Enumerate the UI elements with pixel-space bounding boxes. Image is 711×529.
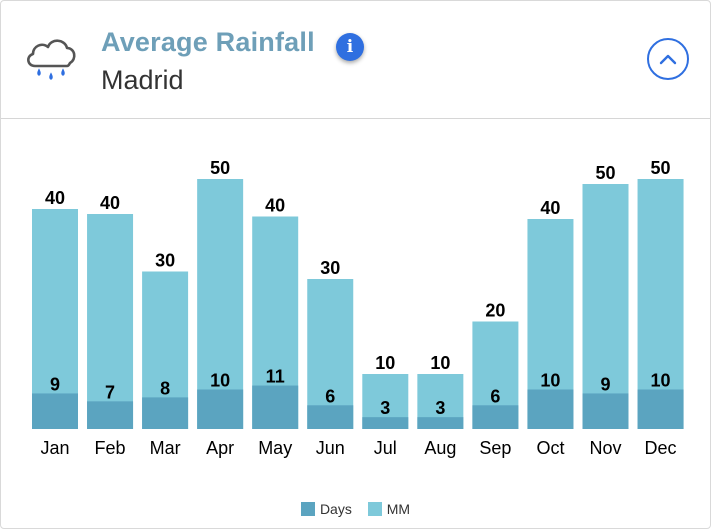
chart-subtitle: Madrid xyxy=(101,65,184,95)
data-label-mm-may: 40 xyxy=(265,196,285,216)
data-label-days-jun: 6 xyxy=(325,386,335,406)
data-label-days-nov: 9 xyxy=(600,374,610,394)
data-label-days-feb: 7 xyxy=(105,382,115,402)
bar-days-jun xyxy=(307,405,354,429)
card-header: Average Rainfall Madrid i xyxy=(1,1,710,119)
bar-mm-dec xyxy=(637,179,684,429)
bar-mm-apr xyxy=(197,179,244,429)
bar-mm-nov xyxy=(582,184,629,429)
x-tick-label-jan: Jan xyxy=(40,438,69,458)
chart-legend: Days MM xyxy=(1,501,710,517)
rain-cloud-icon xyxy=(27,39,76,80)
data-label-mm-apr: 50 xyxy=(210,158,230,178)
data-label-days-apr: 10 xyxy=(210,371,230,391)
data-label-days-dec: 10 xyxy=(651,371,671,391)
x-tick-label-aug: Aug xyxy=(424,438,456,458)
legend-swatch-days xyxy=(300,502,315,516)
x-tick-label-may: May xyxy=(258,438,292,458)
bar-mm-feb xyxy=(87,214,134,429)
data-label-mm-mar: 30 xyxy=(155,251,175,271)
data-label-mm-jan: 40 xyxy=(45,188,65,208)
bar-days-jul xyxy=(362,417,409,429)
x-tick-label-apr: Apr xyxy=(206,438,234,458)
data-label-days-mar: 8 xyxy=(160,378,170,398)
data-label-mm-sep: 20 xyxy=(485,301,505,321)
data-label-mm-jun: 30 xyxy=(320,258,340,278)
data-label-days-oct: 10 xyxy=(540,371,560,391)
bar-days-feb xyxy=(87,401,134,429)
bar-mm-jan xyxy=(32,209,78,429)
legend-label-days: Days xyxy=(319,501,352,517)
x-tick-label-mar: Mar xyxy=(150,438,181,458)
chevron-up-icon xyxy=(659,54,677,65)
data-label-days-jan: 9 xyxy=(50,374,60,394)
bar-days-may xyxy=(252,385,299,429)
x-tick-label-jun: Jun xyxy=(316,438,345,458)
x-tick-label-jul: Jul xyxy=(374,438,397,458)
legend-item-days[interactable]: Days xyxy=(300,501,352,517)
data-label-mm-jul: 10 xyxy=(375,353,395,373)
data-label-mm-nov: 50 xyxy=(595,163,615,183)
x-tick-label-nov: Nov xyxy=(589,438,621,458)
bar-days-jan xyxy=(32,393,78,429)
data-label-mm-oct: 40 xyxy=(540,198,560,218)
info-icon: i xyxy=(346,37,354,57)
bar-days-mar xyxy=(142,397,189,429)
data-label-days-sep: 6 xyxy=(490,386,500,406)
bar-days-dec xyxy=(637,389,684,429)
x-tick-label-feb: Feb xyxy=(95,438,126,458)
rainfall-bar-chart: 40 9 Jan 40 7 Feb 30 8 Mar 50 10 Apr 40 11 May 30 6 Jun 10… xyxy=(32,158,684,458)
bar-days-nov xyxy=(582,393,629,429)
info-button[interactable]: i xyxy=(336,33,364,61)
bar-days-aug xyxy=(417,417,464,429)
bar-days-apr xyxy=(197,389,244,429)
data-label-mm-aug: 10 xyxy=(430,353,450,373)
data-label-days-aug: 3 xyxy=(435,398,445,418)
chart-title: Average Rainfall xyxy=(101,27,315,57)
bar-days-sep xyxy=(472,405,519,429)
bar-days-oct xyxy=(527,389,574,429)
data-label-days-may: 11 xyxy=(266,367,285,387)
legend-swatch-mm xyxy=(367,502,382,516)
collapse-button[interactable] xyxy=(647,38,689,80)
bar-mm-jun xyxy=(307,279,354,429)
legend-label-mm: MM xyxy=(386,501,411,517)
data-label-mm-feb: 40 xyxy=(100,193,120,213)
legend-item-mm[interactable]: MM xyxy=(367,501,411,517)
data-label-mm-dec: 50 xyxy=(651,158,671,178)
x-tick-label-oct: Oct xyxy=(536,438,564,458)
x-tick-label-sep: Sep xyxy=(479,438,511,458)
x-tick-label-dec: Dec xyxy=(645,438,677,458)
data-label-days-jul: 3 xyxy=(380,398,390,418)
